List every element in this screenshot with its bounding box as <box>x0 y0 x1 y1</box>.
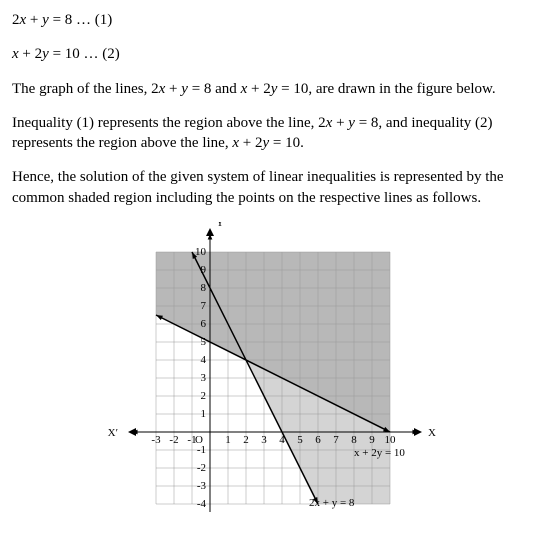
svg-text:1: 1 <box>200 408 206 420</box>
svg-text:2: 2 <box>243 434 249 446</box>
svg-text:8: 8 <box>200 282 206 294</box>
svg-text:10: 10 <box>195 246 207 258</box>
svg-text:7: 7 <box>333 434 339 446</box>
svg-text:6: 6 <box>200 318 206 330</box>
svg-text:8: 8 <box>351 434 357 446</box>
svg-text:6: 6 <box>315 434 321 446</box>
svg-text:1: 1 <box>225 434 231 446</box>
svg-text:10: 10 <box>384 434 396 446</box>
inequality-graph: -3-2-11234567891012345678910-1-2-3-4OXX′… <box>88 222 448 512</box>
svg-text:3: 3 <box>200 372 206 384</box>
svg-text:7: 7 <box>200 300 206 312</box>
svg-text:2: 2 <box>200 390 206 402</box>
svg-text:2x + y = 8: 2x + y = 8 <box>309 497 355 509</box>
svg-text:-3: -3 <box>196 480 206 492</box>
svg-text:4: 4 <box>200 354 206 366</box>
svg-text:9: 9 <box>200 264 206 276</box>
svg-text:X: X <box>428 427 436 439</box>
svg-text:-4: -4 <box>196 498 206 510</box>
equation-2: x + 2y = 10 … (2) <box>12 44 523 64</box>
para-solution: Hence, the solution of the given system … <box>12 167 523 208</box>
svg-text:X′: X′ <box>107 427 117 439</box>
svg-text:5: 5 <box>200 336 206 348</box>
svg-text:x + 2y = 10: x + 2y = 10 <box>354 447 405 459</box>
svg-text:-3: -3 <box>151 434 161 446</box>
svg-text:3: 3 <box>261 434 267 446</box>
para-regions: Inequality (1) represents the region abo… <box>12 113 523 154</box>
svg-text:-2: -2 <box>169 434 178 446</box>
svg-text:O: O <box>195 434 203 446</box>
svg-text:5: 5 <box>297 434 303 446</box>
graph-container: -3-2-11234567891012345678910-1-2-3-4OXX′… <box>12 222 523 517</box>
para-graph-intro: The graph of the lines, 2x + y = 8 and x… <box>12 79 523 99</box>
svg-text:9: 9 <box>369 434 375 446</box>
svg-text:-2: -2 <box>196 462 205 474</box>
svg-text:4: 4 <box>279 434 285 446</box>
equation-1: 2x + y = 8 … (1) <box>12 10 523 30</box>
svg-text:Y: Y <box>216 222 224 229</box>
